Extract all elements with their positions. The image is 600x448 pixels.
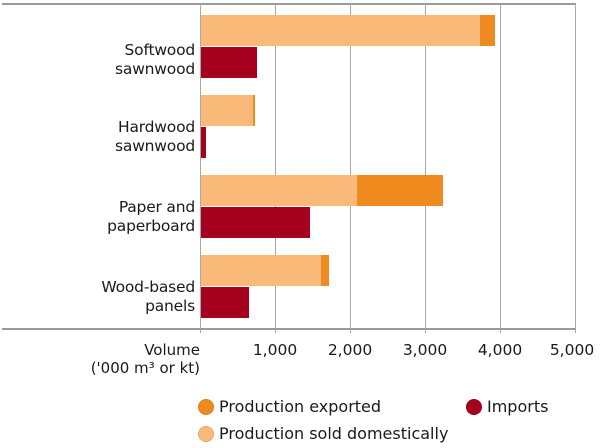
gridline-5000 bbox=[575, 4, 576, 329]
legend-item-exported: Production exported bbox=[198, 397, 381, 416]
legend-item-domestic: Production sold domestically bbox=[198, 424, 448, 443]
gridline-4000 bbox=[500, 4, 501, 329]
x-tick-label: 1,000 bbox=[252, 341, 298, 359]
bar-production-domestic bbox=[201, 95, 253, 126]
x-tick bbox=[350, 329, 351, 333]
gridline-1000 bbox=[275, 4, 276, 329]
bar-imports bbox=[201, 127, 206, 158]
legend-swatch-domestic-icon bbox=[198, 425, 214, 442]
x-tick bbox=[575, 329, 576, 333]
x-axis-title: Volume ('000 m³ or kt) bbox=[90, 341, 200, 377]
x-axis-line bbox=[2, 328, 576, 330]
category-label-softwood: Softwood sawnwood bbox=[115, 41, 195, 78]
bar-production-domestic bbox=[201, 255, 321, 286]
x-tick-label: 2,000 bbox=[327, 341, 373, 359]
category-label-wood-panels: Wood-based panels bbox=[101, 278, 195, 315]
x-tick bbox=[275, 329, 276, 333]
bar-production-exported bbox=[321, 255, 330, 286]
bar-imports bbox=[201, 287, 249, 318]
x-tick-label: 3,000 bbox=[402, 341, 448, 359]
category-label-hardwood: Hardwood sawnwood bbox=[115, 118, 195, 155]
x-tick bbox=[500, 329, 501, 333]
legend-swatch-imports-icon bbox=[466, 398, 482, 415]
gridline-3000 bbox=[425, 4, 426, 329]
bar-imports bbox=[201, 47, 258, 78]
x-tick bbox=[425, 329, 426, 333]
legend-swatch-exported-icon bbox=[198, 398, 214, 415]
gridline-2000 bbox=[350, 4, 351, 329]
chart-top-border bbox=[2, 3, 576, 5]
bar-production-domestic bbox=[201, 175, 357, 206]
x-tick bbox=[200, 329, 201, 333]
bar-production-exported bbox=[252, 95, 255, 126]
category-label-paper: Paper and paperboard bbox=[107, 198, 195, 235]
x-tick-label: 4,000 bbox=[477, 341, 523, 359]
bar-production-exported bbox=[480, 15, 495, 46]
legend-item-imports: Imports bbox=[466, 397, 548, 416]
x-tick-label: 5,000 bbox=[549, 341, 595, 359]
bar-imports bbox=[201, 207, 310, 238]
bar-production-domestic bbox=[201, 15, 480, 46]
bar-production-exported bbox=[357, 175, 444, 206]
gridline-0 bbox=[200, 4, 201, 329]
